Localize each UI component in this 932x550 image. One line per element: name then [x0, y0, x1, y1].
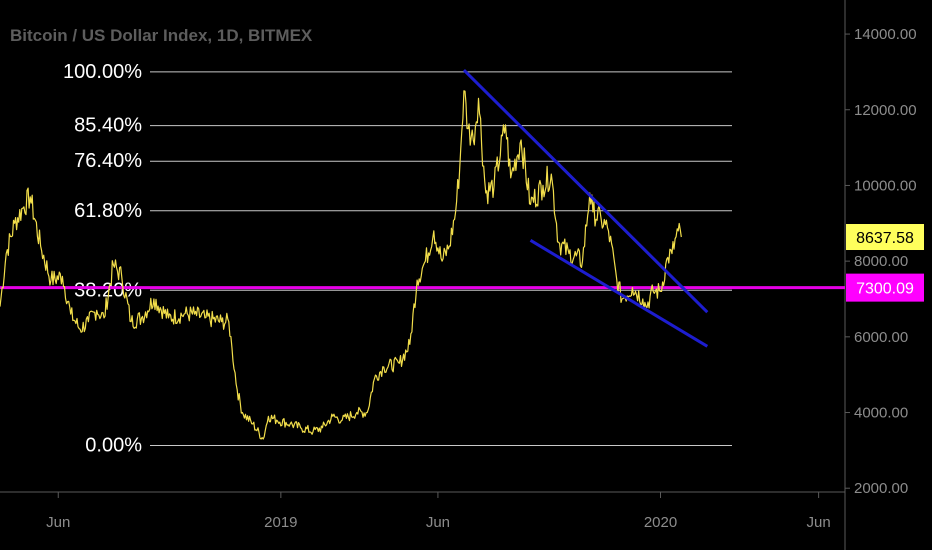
- y-tick-label: 2000.00: [854, 480, 908, 497]
- fib-level-label: 76.40%: [74, 150, 142, 172]
- fib-level-label: 61.80%: [74, 200, 142, 222]
- fib-level-label: 0.00%: [85, 434, 142, 456]
- fib-level-label: 100.00%: [63, 61, 142, 83]
- x-tick-label: Jun: [426, 514, 450, 531]
- y-tick-label: 10000.00: [854, 177, 917, 194]
- y-tick-label: 12000.00: [854, 102, 917, 119]
- upper-trendline[interactable]: [462, 68, 709, 314]
- fib-level-label: 85.40%: [74, 115, 142, 137]
- price-line: [0, 90, 682, 440]
- x-tick-label: Jun: [807, 514, 831, 531]
- y-tick-label: 4000.00: [854, 405, 908, 422]
- y-tick-label: 8000.00: [854, 253, 908, 270]
- y-tick-label: 14000.00: [854, 26, 917, 43]
- horizontal-level-label: 7300.09: [856, 281, 914, 298]
- horizontal-level-badge: [846, 273, 924, 302]
- y-tick-label: 6000.00: [854, 329, 908, 346]
- x-tick-label: 2020: [644, 514, 677, 531]
- x-tick-label: 2019: [264, 514, 297, 531]
- chart-title: Bitcoin / US Dollar Index, 1D, BITMEX: [10, 26, 313, 45]
- lower-trendline[interactable]: [529, 239, 709, 348]
- current-price-label: 8637.58: [856, 230, 914, 247]
- x-tick-label: Jun: [46, 514, 70, 531]
- current-price-badge: [846, 224, 924, 251]
